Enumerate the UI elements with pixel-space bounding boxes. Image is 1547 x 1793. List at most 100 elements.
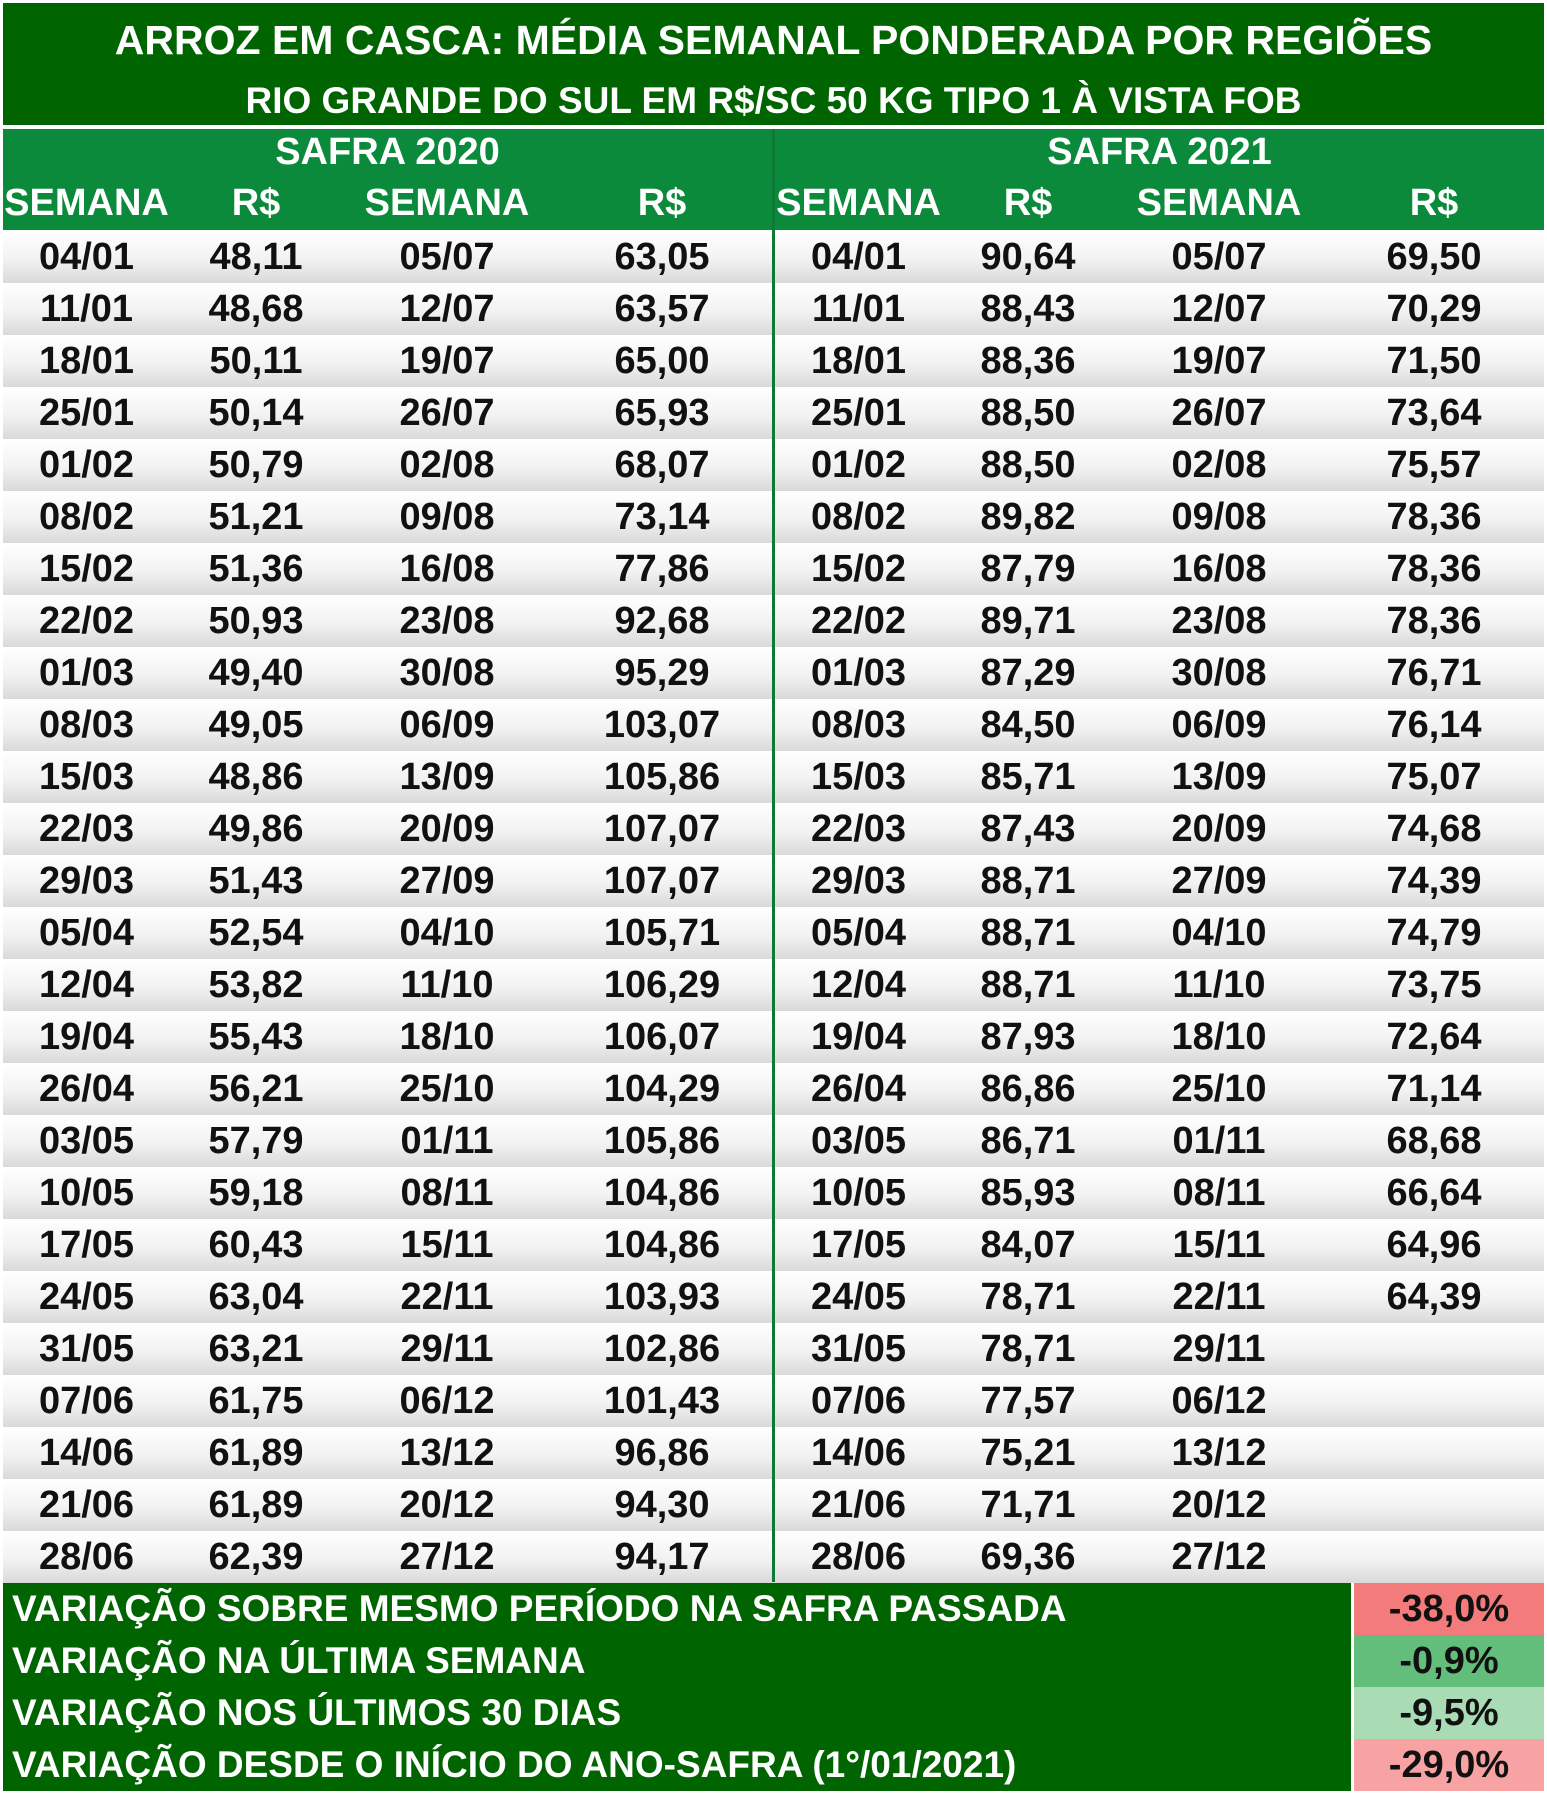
- cell-price-2020-a: 63,04: [208, 1276, 304, 1318]
- cell-semana-2021-a: 07/06: [810, 1380, 907, 1422]
- cell-semana-2020-b: 12/07: [399, 288, 495, 330]
- cell-semana-2021-a: 15/02: [810, 548, 907, 590]
- cell-price-2020-a: 56,21: [208, 1068, 304, 1110]
- cell-price-2021-b: 78,36: [1386, 600, 1482, 642]
- cell-price-2021-a: 85,93: [980, 1172, 1076, 1214]
- variation-value: -0,9%: [1354, 1635, 1544, 1687]
- cell-price-2021-a: 90,64: [980, 236, 1076, 278]
- cell-semana-2020-b: 22/11: [400, 1276, 494, 1318]
- cell-semana-2020-a: 11/01: [40, 288, 133, 330]
- column-header-rs: R$: [1003, 182, 1053, 224]
- variation-label: VARIAÇÃO NA ÚLTIMA SEMANA: [3, 1635, 1351, 1687]
- cell-semana-2021-b: 11/10: [1172, 964, 1266, 1006]
- cell-price-2021-a: 88,71: [980, 912, 1076, 954]
- cell-semana-2020-b: 27/09: [399, 860, 495, 902]
- cell-semana-2021-b: 19/07: [1171, 340, 1267, 382]
- cell-price-2021-a: 86,71: [980, 1120, 1076, 1162]
- cell-semana-2020-b: 27/12: [399, 1536, 495, 1578]
- cell-price-2020-a: 50,93: [208, 600, 304, 642]
- cell-price-2021-b: 74,39: [1386, 860, 1482, 902]
- cell-semana-2021-b: 30/08: [1171, 652, 1267, 694]
- cell-semana-2021-b: 05/07: [1171, 236, 1267, 278]
- safra-2021-header: SAFRA 2021 SEMANA R$ SEMANA R$: [775, 129, 1544, 230]
- cell-price-2020-a: 51,36: [208, 548, 304, 590]
- cell-semana-2020-a: 01/02: [38, 444, 135, 486]
- cell-price-2020-b: 94,17: [614, 1536, 710, 1578]
- cell-semana-2020-a: 04/01: [38, 236, 135, 278]
- cell-price-2021-a: 78,71: [980, 1328, 1076, 1370]
- cell-price-2020-b: 68,07: [614, 444, 710, 486]
- cell-semana-2021-b: 13/09: [1171, 756, 1267, 798]
- cell-semana-2021-a: 29/03: [810, 860, 907, 902]
- cell-price-2021-b: 78,36: [1386, 496, 1482, 538]
- variation-summary: VARIAÇÃO SOBRE MESMO PERÍODO NA SAFRA PA…: [3, 1583, 1544, 1793]
- cell-price-2020-b: 103,93: [603, 1276, 721, 1318]
- cell-semana-2021-a: 28/06: [810, 1536, 907, 1578]
- cell-semana-2021-b: 06/12: [1171, 1380, 1267, 1422]
- cell-semana-2021-a: 14/06: [810, 1432, 907, 1474]
- cell-price-2020-b: 73,14: [614, 496, 710, 538]
- cell-price-2020-a: 49,86: [208, 808, 304, 850]
- cell-semana-2020-a: 22/02: [38, 600, 135, 642]
- cell-price-2021-a: 78,71: [980, 1276, 1076, 1318]
- cell-price-2020-b: 107,07: [603, 860, 721, 902]
- cell-price-2021-a: 77,57: [980, 1380, 1076, 1422]
- cell-price-2021-b: [1324, 1375, 1544, 1427]
- table-row: 08/02 51,21 09/08 73,14 08/02 89,82 09/08 78,36: [3, 491, 1544, 543]
- cell-price-2020-a: 49,05: [208, 704, 304, 746]
- cell-price-2021-b: [1324, 1427, 1544, 1479]
- cell-semana-2020-a: 17/05: [38, 1224, 135, 1266]
- cell-price-2020-a: 61,89: [208, 1432, 304, 1474]
- cell-price-2021-a: 89,82: [980, 496, 1076, 538]
- cell-semana-2020-b: 19/07: [399, 340, 495, 382]
- cell-price-2021-a: 85,71: [980, 756, 1076, 798]
- cell-semana-2020-a: 10/05: [38, 1172, 135, 1214]
- cell-semana-2020-b: 18/10: [399, 1016, 495, 1058]
- cell-semana-2020-b: 26/07: [399, 392, 495, 434]
- cell-semana-2020-b: 20/12: [399, 1484, 495, 1526]
- cell-price-2021-a: 84,50: [980, 704, 1076, 746]
- cell-semana-2021-a: 18/01: [810, 340, 907, 382]
- cell-semana-2021-a: 17/05: [810, 1224, 907, 1266]
- cell-price-2020-a: 55,43: [208, 1016, 304, 1058]
- cell-semana-2021-b: 18/10: [1171, 1016, 1267, 1058]
- cell-price-2020-b: 104,29: [603, 1068, 721, 1110]
- cell-price-2021-a: 88,50: [980, 444, 1076, 486]
- cell-semana-2020-a: 31/05: [38, 1328, 135, 1370]
- cell-semana-2021-b: 02/08: [1171, 444, 1267, 486]
- cell-price-2020-a: 51,21: [208, 496, 304, 538]
- cell-price-2021-a: 87,93: [980, 1016, 1076, 1058]
- cell-semana-2020-a: 03/05: [38, 1120, 135, 1162]
- cell-semana-2021-a: 22/02: [810, 600, 907, 642]
- cell-semana-2020-a: 14/06: [38, 1432, 135, 1474]
- cell-semana-2020-a: 12/04: [38, 964, 135, 1006]
- cell-semana-2021-b: 29/11: [1172, 1328, 1266, 1370]
- cell-semana-2020-b: 06/09: [399, 704, 495, 746]
- cell-price-2021-a: 69,36: [980, 1536, 1076, 1578]
- cell-semana-2021-b: 01/11: [1172, 1120, 1266, 1162]
- cell-price-2021-a: 71,71: [980, 1484, 1076, 1526]
- cell-semana-2020-b: 15/11: [400, 1224, 494, 1266]
- cell-price-2021-b: [1324, 1531, 1544, 1583]
- cell-price-2021-b: 74,68: [1386, 808, 1482, 850]
- cell-semana-2020-b: 08/11: [400, 1172, 494, 1214]
- column-header-semana: SEMANA: [1136, 182, 1302, 224]
- cell-semana-2020-a: 07/06: [38, 1380, 135, 1422]
- cell-price-2021-a: 87,29: [980, 652, 1076, 694]
- cell-semana-2020-b: 29/11: [400, 1328, 494, 1370]
- cell-semana-2020-b: 04/10: [399, 912, 495, 954]
- cell-semana-2021-a: 24/05: [810, 1276, 907, 1318]
- cell-price-2021-a: 88,50: [980, 392, 1076, 434]
- cell-price-2020-a: 51,43: [208, 860, 304, 902]
- cell-price-2020-b: 92,68: [614, 600, 710, 642]
- cell-semana-2020-a: 18/01: [38, 340, 135, 382]
- cell-price-2020-a: 48,68: [208, 288, 304, 330]
- safra-2020-label: SAFRA 2020: [275, 131, 500, 173]
- cell-semana-2021-a: 21/06: [810, 1484, 907, 1526]
- cell-price-2020-a: 52,54: [208, 912, 304, 954]
- cell-semana-2020-a: 28/06: [38, 1536, 135, 1578]
- cell-semana-2021-a: 08/03: [810, 704, 907, 746]
- cell-price-2021-b: 78,36: [1386, 548, 1482, 590]
- table-row: 15/03 48,86 13/09 105,86 15/03 85,71 13/09 75,0…: [3, 751, 1544, 803]
- cell-semana-2020-b: 25/10: [399, 1068, 495, 1110]
